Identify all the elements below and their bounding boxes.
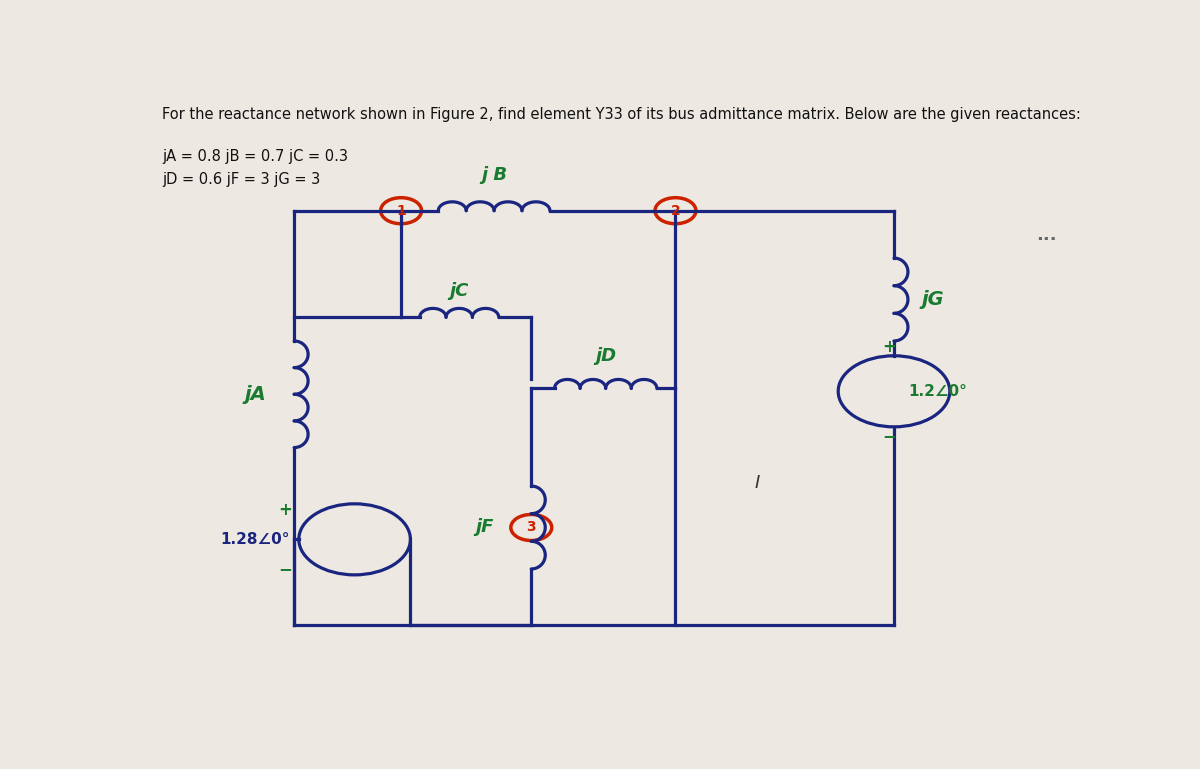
- Text: 2: 2: [671, 204, 680, 218]
- Text: −: −: [278, 560, 292, 578]
- Text: 3: 3: [527, 521, 536, 534]
- Text: 1.2∠0°: 1.2∠0°: [908, 384, 967, 399]
- Text: jD: jD: [595, 347, 617, 365]
- Text: jF: jF: [475, 518, 494, 537]
- Text: jA: jA: [245, 384, 266, 404]
- Text: ...: ...: [1036, 225, 1057, 244]
- Text: For the reactance network shown in Figure 2, find element Y33 of its bus admitta: For the reactance network shown in Figur…: [162, 107, 1081, 122]
- Text: −: −: [882, 427, 896, 444]
- Text: 1.28∠0°: 1.28∠0°: [220, 532, 289, 547]
- Text: j B: j B: [481, 166, 508, 184]
- Text: jC: jC: [450, 281, 469, 300]
- Text: jG: jG: [922, 290, 944, 309]
- Text: I: I: [754, 474, 760, 492]
- Text: +: +: [882, 338, 896, 356]
- Text: 1: 1: [396, 204, 406, 218]
- Text: +: +: [278, 501, 292, 519]
- Text: jD = 0.6 jF = 3 jG = 3: jD = 0.6 jF = 3 jG = 3: [162, 172, 320, 187]
- Text: jA = 0.8 jB = 0.7 jC = 0.3: jA = 0.8 jB = 0.7 jC = 0.3: [162, 148, 348, 164]
